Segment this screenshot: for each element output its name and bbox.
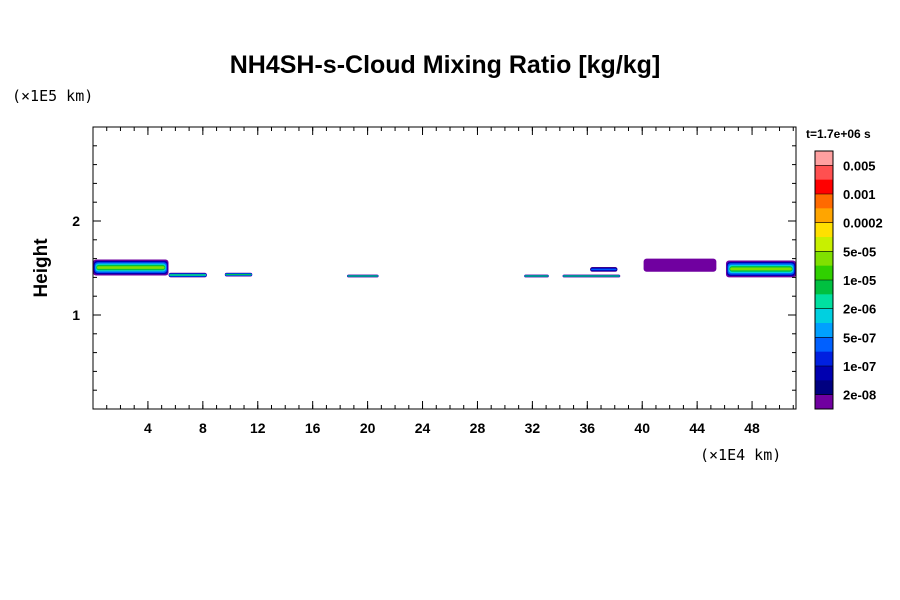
x-tick-label: 12 [250,420,266,436]
colorbar-label: 0.0002 [843,216,883,231]
cloud-patch [730,267,792,271]
cloud-layer [93,258,796,278]
x-tick-label: 8 [199,420,207,436]
plot-frame [92,126,797,410]
x-tick-label: 20 [360,420,376,436]
x-tick-label: 44 [689,420,705,436]
colorbar-label: 0.005 [843,158,876,173]
colorbar-label: 1e-07 [843,359,876,374]
colorbar-segment [815,237,833,252]
chart-title: NH4SH-s-Cloud Mixing Ratio [kg/kg] [230,51,661,79]
colorbar-segment [815,337,833,353]
colorbar-label: 2e-06 [843,302,876,317]
y-tick-label: 2 [72,213,80,229]
colorbar-segment [815,179,833,195]
x-tick-label: 24 [415,420,431,436]
cloud-patch [524,275,549,277]
colorbar-segment [815,165,833,181]
colorbar-segment [815,222,833,238]
colorbar-label: 1e-05 [843,273,876,288]
x-tick-label: 36 [580,420,596,436]
colorbar-segment [815,280,833,295]
cloud-patch [96,266,165,269]
x-tick-label: 40 [634,420,650,436]
x-tick-label: 32 [525,420,541,436]
cloud-patch [225,274,252,276]
y-unit-label: (×1E5 km) [12,87,93,105]
colorbar-segment [815,194,833,209]
x-tick-label: 4 [144,420,152,436]
x-tick-label: 28 [470,420,486,436]
x-tick-label: 48 [744,420,760,436]
cloud-patch [169,274,206,276]
colorbar-segment [815,323,833,338]
colorbar-segment [815,380,833,396]
colorbar-label: 5e-05 [843,244,876,259]
x-tick-label: 16 [305,420,321,436]
colorbar-segment [815,208,833,224]
colorbar-segment [815,351,833,367]
colorbar-segment [815,366,833,381]
colorbar-label: 2e-08 [843,388,876,403]
cloud-patch [591,268,617,270]
y-tick-label: 1 [72,307,80,323]
colorbar-label: 0.001 [843,187,876,202]
colorbar: 0.005 0.001 0.0002 5e-05 1e-05 2e-06 5e-07 1e-0… [814,150,883,410]
colorbar-segment [815,394,833,410]
cloud-patch [645,261,715,269]
colorbar-label: 5e-07 [843,330,876,345]
cloud-patch [347,275,378,277]
colorbar-segment [815,151,833,166]
time-label: t=1.7e+06 s [806,127,871,141]
x-unit-label: (×1E4 km) [700,446,781,464]
colorbar-segment [815,251,833,267]
y-axis-label: Height [31,238,52,298]
colorbar-segment [815,294,833,310]
colorbar-segment [815,265,833,281]
colorbar-segment [815,308,833,324]
cloud-patch [563,275,620,277]
